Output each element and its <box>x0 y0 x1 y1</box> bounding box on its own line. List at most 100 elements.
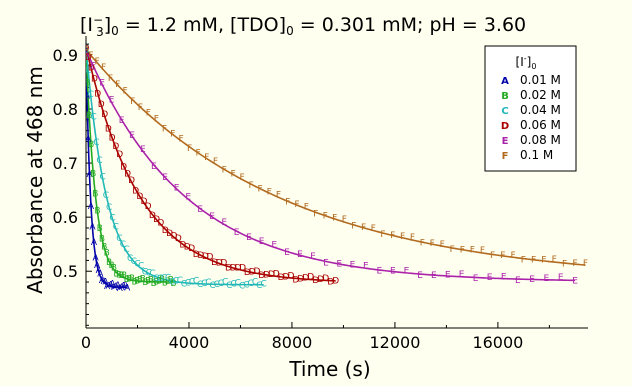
data-point: B <box>162 278 168 288</box>
data-point: E <box>221 218 227 228</box>
data-point: E <box>284 248 290 258</box>
data-point: E <box>323 258 329 268</box>
y-tick-label: 0.6 <box>53 208 78 227</box>
data-point: E <box>336 260 342 270</box>
data-point: D <box>244 268 251 278</box>
data-point: A <box>109 280 116 290</box>
data-point: F <box>154 114 159 124</box>
data-point: E <box>572 277 578 287</box>
data-point: F <box>108 74 113 84</box>
data-point: F <box>146 109 151 119</box>
data-point: F <box>510 251 515 261</box>
data-point: A <box>83 46 90 56</box>
data-point: D <box>332 277 339 287</box>
data-point: D <box>225 263 232 273</box>
data-point: E <box>259 237 265 247</box>
data-point: D <box>307 273 314 283</box>
data-point: C <box>260 280 266 290</box>
fit-curve <box>86 49 174 283</box>
data-point: C <box>134 260 140 270</box>
data-point: D <box>312 276 319 286</box>
data-point: F <box>351 221 356 231</box>
data-point: F <box>531 255 536 265</box>
data-point: C <box>239 282 245 292</box>
fit-curves <box>86 46 586 289</box>
legend-label: 0.06 M <box>520 118 561 132</box>
data-point: F <box>213 157 218 167</box>
data-point: C <box>205 278 211 288</box>
data-point: A <box>104 282 111 292</box>
data-point: C <box>193 277 199 287</box>
data-point: D <box>91 74 98 84</box>
data-point: E <box>350 261 356 271</box>
data-point: D <box>188 244 195 254</box>
data-point: B <box>116 270 122 280</box>
y-tick-label: 0.5 <box>53 262 78 281</box>
data-point: E <box>109 96 115 106</box>
data-point: E <box>119 116 125 126</box>
data-point: A <box>88 202 95 212</box>
data-point: D <box>297 274 304 284</box>
data-point: F <box>239 173 244 183</box>
data-point: D <box>128 176 135 186</box>
data-point: B <box>132 278 138 288</box>
data-point: F <box>101 63 106 73</box>
x-tick-label: 12000 <box>369 333 420 352</box>
data-point: C <box>123 245 129 255</box>
legend-label: 0.08 M <box>520 133 561 147</box>
data-point: D <box>83 44 90 54</box>
data-point: F <box>371 224 376 234</box>
data-point: F <box>410 233 415 243</box>
data-point: B <box>134 277 140 287</box>
data-point: F <box>204 153 209 163</box>
data-point: D <box>170 232 177 242</box>
legend: [I-]0 A 0.01 M B 0.02 M C 0.04 M D 0.06 M E 0.08 … <box>484 45 577 172</box>
data-point: B <box>108 261 114 271</box>
data-point: B <box>121 271 127 281</box>
data-point: B <box>118 271 124 281</box>
data-point: D <box>327 278 334 288</box>
data-point: C <box>173 277 179 287</box>
data-point: F <box>400 232 405 242</box>
data-point: B <box>126 275 132 285</box>
data-point: A <box>106 281 113 291</box>
data-point: D <box>273 269 280 279</box>
data-point: F <box>323 211 328 221</box>
data-point: D <box>263 271 270 281</box>
data-point: A <box>92 253 99 263</box>
data-point: A <box>102 277 109 287</box>
data-point: C <box>243 280 249 290</box>
data-point: D <box>109 134 116 144</box>
fit-curve <box>86 49 586 266</box>
data-point: F <box>83 46 88 56</box>
legend-box <box>484 45 577 172</box>
data-point: A <box>115 281 122 291</box>
data-point: B <box>88 140 94 150</box>
data-point: B <box>111 263 117 273</box>
legend-title: [I-]0 <box>516 54 537 71</box>
data-point: C <box>116 234 122 244</box>
data-point: F <box>380 230 385 240</box>
data-point: E <box>515 276 521 286</box>
data-point: B <box>156 276 162 286</box>
data-point: F <box>231 170 236 180</box>
data-point: D <box>268 270 275 280</box>
data-point: C <box>120 240 126 250</box>
data-point: A <box>101 277 108 287</box>
data-point: B <box>90 169 96 179</box>
data-point: F <box>276 190 281 200</box>
data-point: D <box>157 218 164 228</box>
data-point: C <box>189 278 195 288</box>
data-point: E <box>185 192 191 202</box>
data-point: C <box>131 257 137 267</box>
data-point: E <box>209 212 215 222</box>
data-point: B <box>137 276 143 286</box>
data-point: A <box>108 281 115 291</box>
data-point: C <box>109 214 115 224</box>
data-point: E <box>376 266 382 276</box>
data-point: D <box>278 273 285 283</box>
data-point: F <box>222 166 227 176</box>
data-point: E <box>197 205 203 215</box>
data-point: A <box>97 269 104 279</box>
data-point: C <box>83 44 89 54</box>
